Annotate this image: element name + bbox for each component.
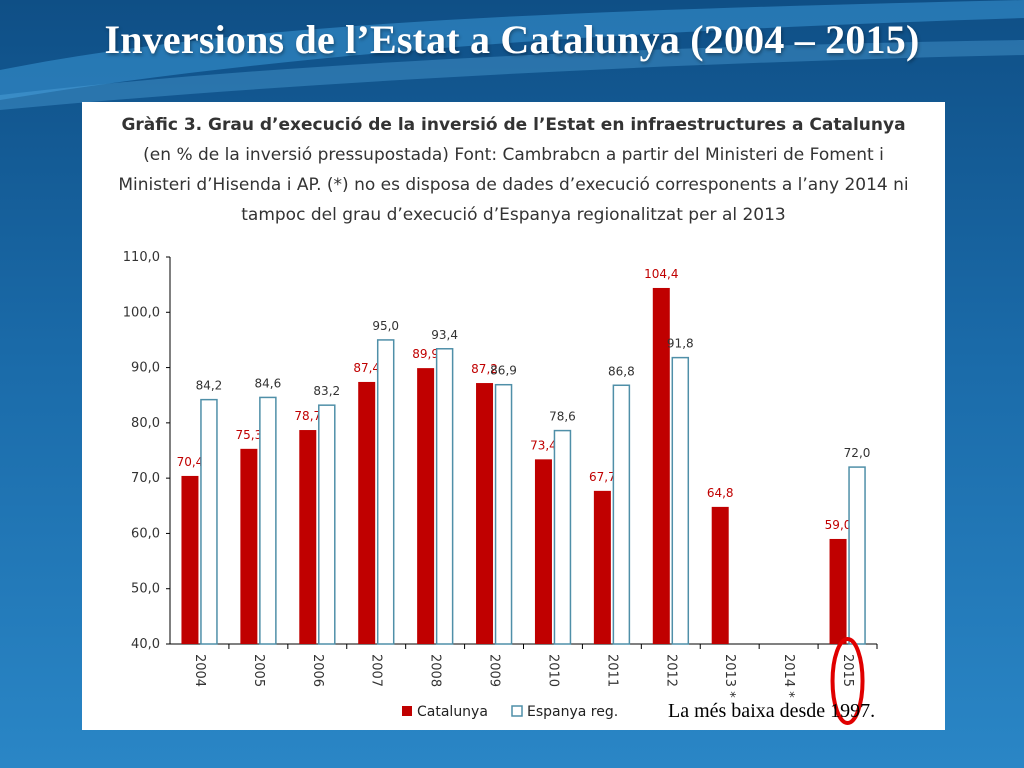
bar-catalunya (181, 475, 199, 644)
x-tick-label: 2015 (840, 654, 855, 687)
x-tick-label: 2008 (428, 654, 443, 687)
data-label-espanya: 86,8 (608, 364, 635, 378)
bar-catalunya (299, 430, 317, 644)
bar-catalunya (652, 287, 670, 644)
bar-catalunya (593, 490, 611, 644)
data-label-catalunya: 70,4 (177, 455, 204, 469)
data-label-catalunya: 87,2 (471, 362, 498, 376)
data-label-catalunya: 73,4 (530, 438, 557, 452)
y-tick-label: 50,0 (131, 582, 160, 597)
chart-title: Gràfic 3. Grau d’execució de la inversió… (121, 115, 906, 135)
x-tick-label: 2012 (663, 654, 678, 687)
chart-panel: Gràfic 3. Grau d’execució de la inversió… (82, 102, 945, 730)
slide-title: Inversions de l’Estat a Catalunya (2004 … (104, 17, 920, 62)
data-label-catalunya: 78,7 (294, 409, 321, 423)
bar-catalunya (829, 538, 847, 644)
data-label-espanya: 84,6 (255, 376, 282, 390)
data-label-espanya: 72,0 (844, 446, 871, 460)
data-label-espanya: 91,8 (667, 337, 694, 351)
x-tick-label: 2011 (604, 654, 619, 687)
y-tick-label: 60,0 (131, 526, 160, 541)
bar-catalunya (534, 459, 552, 644)
x-tick-label: 2005 (251, 654, 266, 687)
x-tick-label: 2004 (192, 654, 207, 687)
x-tick-label: 2010 (545, 654, 560, 687)
chart-subtitle-line-2: Ministeri d’Hisenda i AP. (*) no es disp… (118, 175, 909, 195)
x-tick-label: 2009 (487, 654, 502, 687)
y-tick-label: 70,0 (131, 471, 160, 486)
data-label-catalunya: 59,0 (825, 518, 852, 532)
bar-espanya (200, 398, 218, 645)
legend-swatch-catalunya (402, 706, 412, 716)
bar-espanya (435, 348, 454, 645)
chart-subtitle-line-1: (en % de la inversió pressupostada) Font… (143, 145, 884, 165)
bar-espanya (376, 339, 395, 645)
data-label-catalunya: 104,4 (644, 267, 678, 281)
bar-catalunya (417, 368, 435, 644)
y-tick-label: 100,0 (123, 305, 160, 320)
x-tick-label: 2014 * (781, 654, 796, 698)
data-label-espanya: 84,2 (196, 379, 223, 393)
bar-espanya (848, 466, 866, 645)
y-tick-label: 40,0 (131, 637, 160, 652)
legend-swatch-espanya (511, 705, 523, 717)
x-tick-label: 2013 * (722, 654, 737, 698)
data-label-catalunya: 67,7 (589, 470, 616, 484)
data-label-espanya: 93,4 (431, 328, 458, 342)
bar-catalunya (711, 506, 729, 644)
x-tick-label: 2006 (310, 654, 325, 687)
legend-label-catalunya: Catalunya (417, 704, 488, 720)
data-label-catalunya: 64,8 (707, 486, 734, 500)
data-label-catalunya: 89,9 (412, 347, 439, 361)
data-label-espanya: 86,9 (490, 364, 517, 378)
bar-espanya (494, 383, 513, 645)
bar-catalunya (476, 383, 494, 644)
data-label-catalunya: 87,4 (353, 361, 380, 375)
data-label-catalunya: 75,3 (236, 428, 263, 442)
bar-espanya (612, 384, 631, 645)
bar-chart: 40,0 50,0 60,0 70,0 80,0 90,0 100,0 110,0 2004 70… (123, 250, 878, 725)
legend-label-espanya: Espanya reg. (527, 704, 618, 720)
bar-espanya (318, 404, 336, 645)
y-tick-label: 80,0 (131, 416, 160, 431)
annotation-note: La més baixa desde 1997. (668, 700, 876, 722)
data-label-espanya: 78,6 (549, 410, 576, 424)
bar-espanya (553, 429, 572, 645)
bar-espanya (671, 356, 690, 645)
bar-catalunya (358, 381, 376, 644)
x-tick-label: 2007 (369, 654, 384, 687)
data-label-espanya: 83,2 (313, 384, 340, 398)
y-tick-label: 110,0 (123, 250, 160, 265)
highlight-ellipse (830, 637, 865, 725)
chart-subtitle-line-3: tampoc del grau d’execució d’Espanya reg… (241, 205, 786, 225)
chart-heading: Gràfic 3. Grau d’execució de la inversió… (82, 110, 945, 230)
y-tick-label: 90,0 (131, 361, 160, 376)
bar-espanya (259, 396, 277, 645)
data-label-espanya: 95,0 (372, 319, 399, 333)
bar-catalunya (240, 448, 258, 644)
